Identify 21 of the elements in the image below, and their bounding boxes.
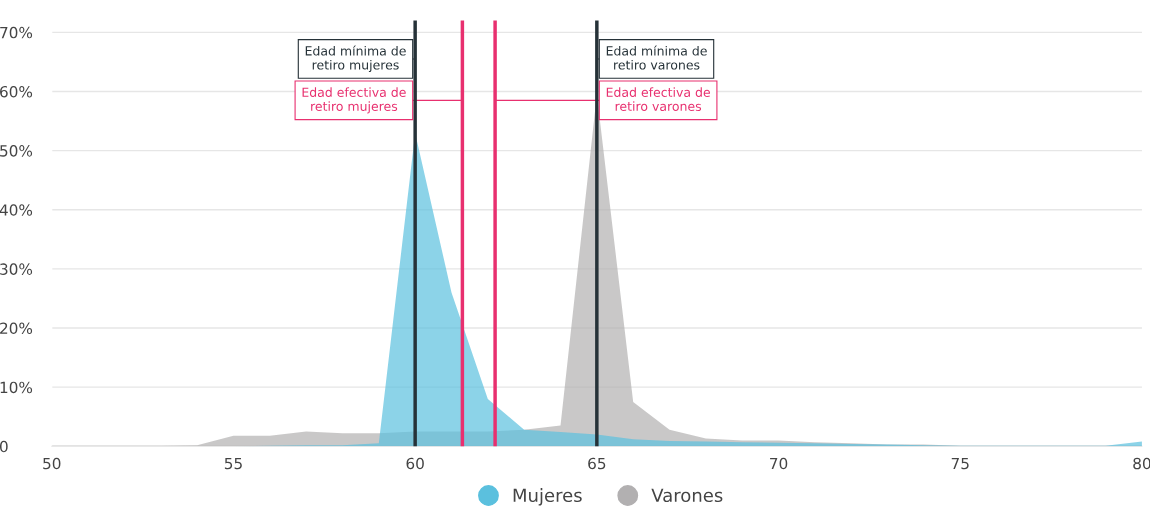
x-tick-label: 80 bbox=[1133, 457, 1150, 470]
x-tick-label: 50 bbox=[43, 457, 61, 470]
y-tick-label: 10% bbox=[0, 381, 33, 394]
y-tick-label: 0 bbox=[0, 440, 8, 453]
y-tick-label: 60% bbox=[0, 85, 33, 98]
x-tick-label: 70 bbox=[770, 457, 788, 470]
ref-line-label: Edad efectiva de retiro mujeres bbox=[302, 87, 406, 114]
x-tick-label: 60 bbox=[406, 457, 424, 470]
y-tick-label: 50% bbox=[0, 145, 33, 157]
x-tick-label: 75 bbox=[951, 457, 969, 470]
x-tick-label: 65 bbox=[588, 457, 606, 470]
ref-line-label: Edad efectiva de retiro varones bbox=[606, 87, 710, 111]
legend-label: Mujeres bbox=[513, 488, 582, 506]
legend-label: Varones bbox=[651, 488, 723, 503]
ref-line-label: Edad mínima de retiro mujeres bbox=[305, 45, 406, 73]
y-tick-label: 70% bbox=[0, 26, 33, 39]
x-tick-label: 55 bbox=[224, 457, 242, 470]
y-tick-label: 40% bbox=[0, 204, 33, 216]
ref-line-label: Edad mínima de retiro varones bbox=[606, 45, 707, 70]
y-tick-label: 20% bbox=[0, 322, 33, 335]
y-tick-label: 30% bbox=[0, 263, 33, 275]
